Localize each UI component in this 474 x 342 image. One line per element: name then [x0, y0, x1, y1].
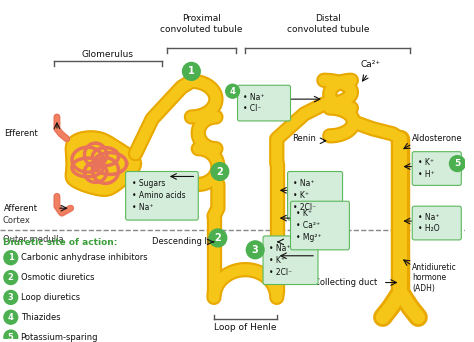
- Text: Outer medulla: Outer medulla: [3, 235, 64, 244]
- Text: Distal
convoluted tubule: Distal convoluted tubule: [287, 14, 369, 34]
- Text: 1: 1: [8, 253, 14, 262]
- Circle shape: [4, 251, 18, 265]
- Text: 5: 5: [454, 159, 461, 168]
- Circle shape: [226, 84, 239, 98]
- FancyBboxPatch shape: [412, 206, 461, 240]
- Text: Collecting duct: Collecting duct: [314, 278, 377, 287]
- Text: Loop of Henle: Loop of Henle: [214, 323, 277, 332]
- Circle shape: [4, 290, 18, 304]
- Text: • Na⁺
• K⁺
• 2Cl⁻: • Na⁺ • K⁺ • 2Cl⁻: [269, 244, 292, 277]
- Circle shape: [4, 330, 18, 342]
- Text: 4: 4: [230, 87, 236, 96]
- FancyBboxPatch shape: [291, 201, 349, 250]
- Text: • Na⁺
• K⁺
• 2Cl⁻: • Na⁺ • K⁺ • 2Cl⁻: [293, 180, 317, 212]
- Text: Glomerulus: Glomerulus: [82, 51, 134, 60]
- Text: 5: 5: [8, 332, 14, 342]
- Text: Proximal
convoluted tubule: Proximal convoluted tubule: [160, 14, 243, 34]
- Text: 2: 2: [8, 273, 14, 282]
- Text: 1: 1: [188, 66, 195, 76]
- Circle shape: [209, 229, 227, 247]
- Text: Cortex: Cortex: [3, 216, 31, 225]
- Text: Descending limb: Descending limb: [152, 237, 223, 246]
- Text: • K⁺
• H⁺: • K⁺ • H⁺: [418, 158, 435, 179]
- Text: 3: 3: [252, 245, 258, 255]
- Text: • K⁺
• Ca²⁺
• Mg²⁺: • K⁺ • Ca²⁺ • Mg²⁺: [296, 209, 322, 242]
- Circle shape: [4, 310, 18, 324]
- Circle shape: [246, 241, 264, 259]
- FancyBboxPatch shape: [412, 152, 461, 185]
- Text: Afferent: Afferent: [4, 204, 38, 213]
- Text: Antidiuretic
hormone
(ADH): Antidiuretic hormone (ADH): [412, 263, 457, 292]
- Polygon shape: [66, 131, 141, 196]
- FancyBboxPatch shape: [237, 85, 291, 121]
- Text: Carbonic anhydrase inhibitors: Carbonic anhydrase inhibitors: [20, 253, 147, 262]
- Circle shape: [449, 156, 465, 171]
- Text: • Na⁺
• H₂O: • Na⁺ • H₂O: [418, 213, 440, 234]
- FancyBboxPatch shape: [288, 171, 343, 220]
- Text: 2: 2: [217, 167, 223, 176]
- Text: 3: 3: [8, 293, 14, 302]
- Text: Osmotic diuretics: Osmotic diuretics: [20, 273, 94, 282]
- Text: Renin: Renin: [292, 134, 316, 143]
- Text: Ascending limb: Ascending limb: [281, 237, 346, 246]
- Circle shape: [182, 63, 200, 80]
- Text: Efferent: Efferent: [4, 129, 37, 138]
- Text: Loop diuretics: Loop diuretics: [20, 293, 80, 302]
- Text: Aldosterone: Aldosterone: [412, 134, 463, 143]
- Circle shape: [4, 271, 18, 285]
- Text: • Na⁺
• Cl⁻: • Na⁺ • Cl⁻: [244, 93, 265, 114]
- FancyBboxPatch shape: [263, 236, 318, 285]
- Circle shape: [211, 162, 228, 181]
- Text: Ca²⁺: Ca²⁺: [361, 61, 381, 69]
- Text: Diuretic site of action:: Diuretic site of action:: [3, 238, 118, 247]
- Text: Potassium-sparing: Potassium-sparing: [20, 332, 98, 342]
- Text: • Sugars
• Amino acids
• Na⁺: • Sugars • Amino acids • Na⁺: [131, 180, 185, 212]
- Text: Thiazides: Thiazides: [20, 313, 60, 322]
- Text: 2: 2: [215, 233, 221, 243]
- Text: 4: 4: [8, 313, 14, 322]
- FancyBboxPatch shape: [126, 171, 198, 220]
